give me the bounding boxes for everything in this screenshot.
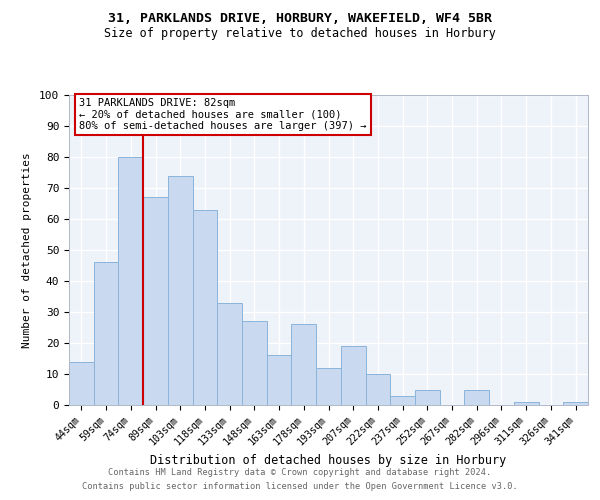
Text: 31, PARKLANDS DRIVE, HORBURY, WAKEFIELD, WF4 5BR: 31, PARKLANDS DRIVE, HORBURY, WAKEFIELD,… (108, 12, 492, 26)
Bar (242, 322, 267, 405)
Text: 31 PARKLANDS DRIVE: 82sqm
← 20% of detached houses are smaller (100)
80% of semi: 31 PARKLANDS DRIVE: 82sqm ← 20% of detac… (79, 98, 367, 132)
X-axis label: Distribution of detached houses by size in Horbury: Distribution of detached houses by size … (151, 454, 506, 467)
Text: Contains public sector information licensed under the Open Government Licence v3: Contains public sector information licen… (82, 482, 518, 491)
Bar (168, 176, 193, 405)
Bar (514, 402, 539, 405)
Bar (143, 198, 168, 405)
Bar (365, 374, 390, 405)
Bar (69, 362, 94, 405)
Bar (292, 324, 316, 405)
Bar (390, 396, 415, 405)
Bar (94, 262, 118, 405)
Bar (341, 346, 365, 405)
Bar (563, 402, 588, 405)
Text: Contains HM Land Registry data © Crown copyright and database right 2024.: Contains HM Land Registry data © Crown c… (109, 468, 491, 477)
Bar (316, 368, 341, 405)
Bar (415, 390, 440, 405)
Bar (464, 390, 489, 405)
Bar (193, 210, 217, 405)
Bar (118, 157, 143, 405)
Bar (217, 302, 242, 405)
Text: Size of property relative to detached houses in Horbury: Size of property relative to detached ho… (104, 28, 496, 40)
Bar (267, 356, 292, 405)
Y-axis label: Number of detached properties: Number of detached properties (22, 152, 32, 348)
